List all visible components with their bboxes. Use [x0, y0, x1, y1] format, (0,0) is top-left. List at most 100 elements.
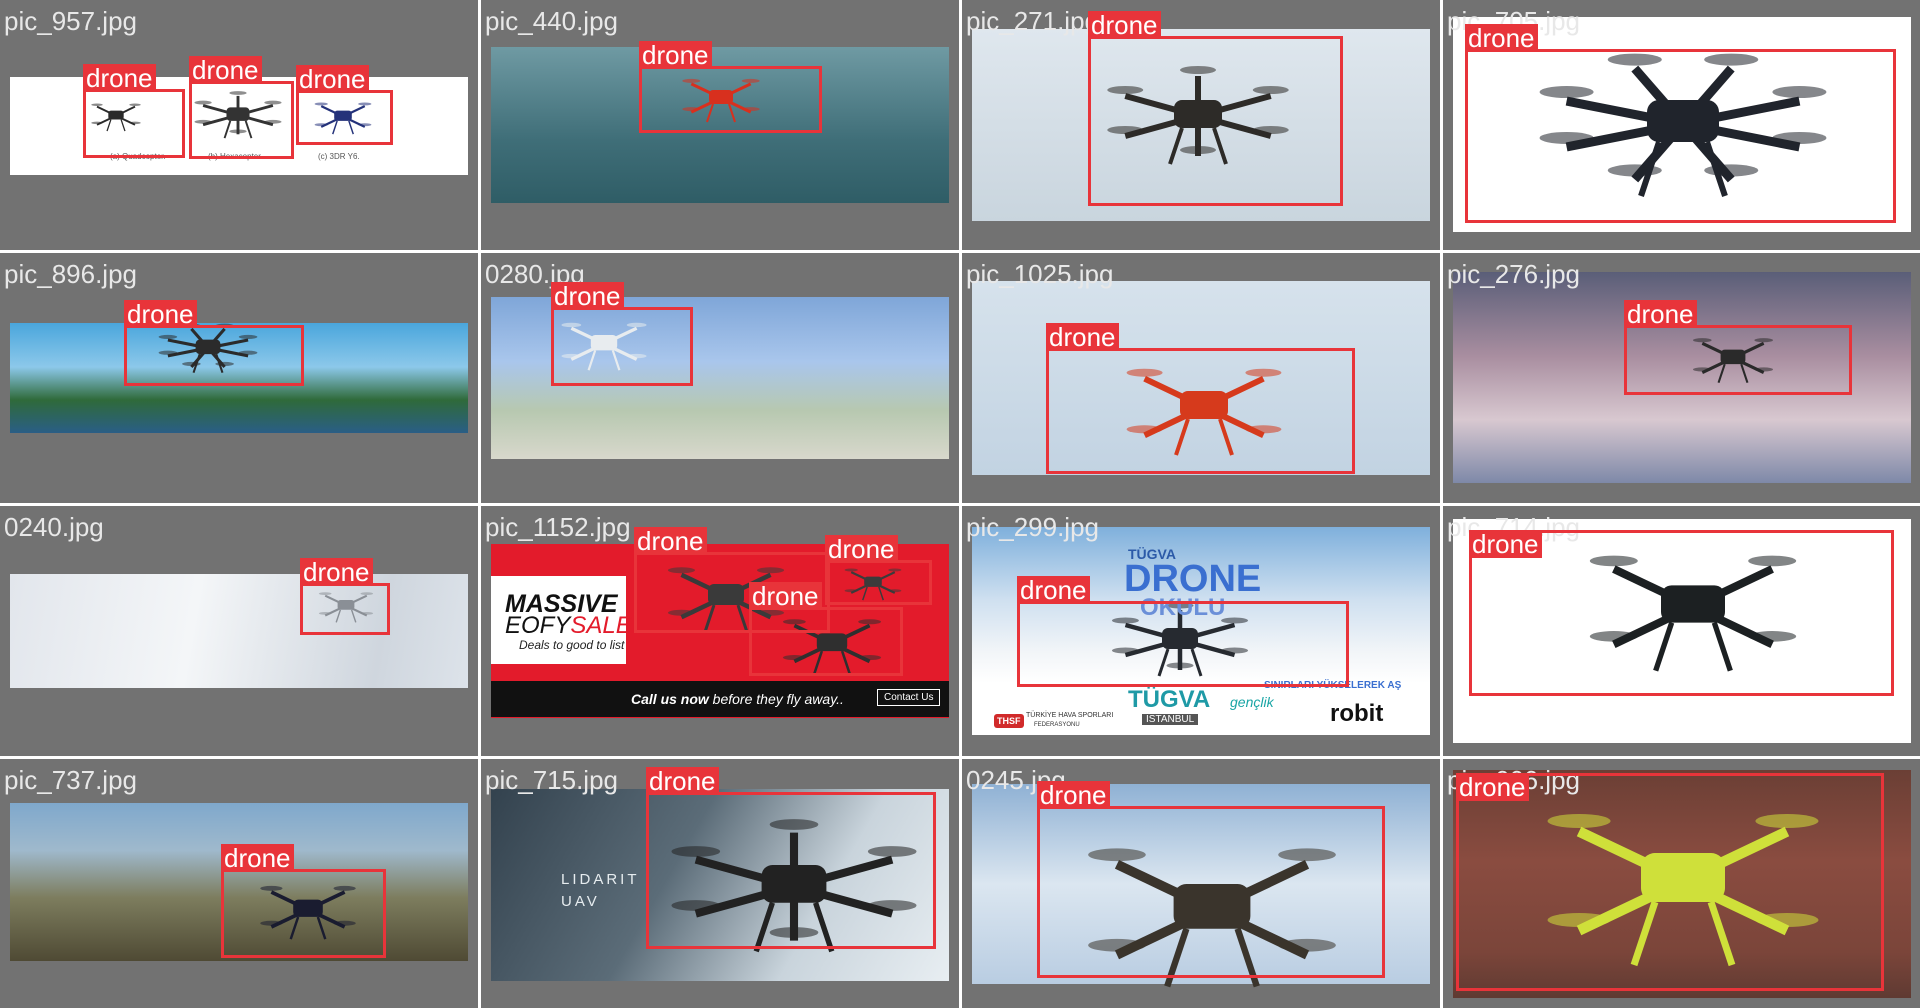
thsf-logo: THSF [994, 714, 1024, 728]
detection-label: drone [1037, 781, 1110, 809]
filename-label: 0240.jpg [4, 512, 104, 542]
drone-silhouette [1126, 368, 1282, 456]
filename-label: pic_271.jpg [966, 6, 1099, 36]
detection-box: drone [1469, 530, 1894, 696]
detection-box: drone [124, 300, 304, 386]
drone-silhouette [194, 91, 282, 139]
image-tile: pic_440.jpg drone [481, 0, 959, 250]
sale-line2-sale: SALE [570, 612, 632, 639]
detection-box: drone [1088, 11, 1343, 206]
drone-silhouette [682, 78, 760, 123]
image-tile: (a) Quadcopter. (b) Hexacopter. (c) 3DR Y6… [0, 0, 478, 250]
tugva-logo: TÜGVA [1128, 686, 1211, 713]
contact-us-button: Contact Us [877, 689, 941, 706]
filename-label: pic_896.jpg [4, 259, 137, 289]
tile-image [491, 47, 949, 203]
filename-label: pic_1152.jpg [485, 512, 631, 542]
detection-box: drone [639, 41, 822, 133]
drone-silhouette [318, 592, 374, 623]
detection-label: drone [639, 41, 712, 69]
image-tile: 0245.jpg drone [962, 759, 1440, 1008]
federation-line2: FEDERASYONU [1034, 722, 1080, 728]
sale-cta-rest: before they fly away.. [708, 691, 844, 707]
filename-label: pic_299.jpg [966, 512, 1099, 542]
drone-silhouette [1547, 814, 1819, 967]
detection-label: drone [296, 65, 369, 93]
detection-box: drone [83, 64, 185, 158]
drone-silhouette [667, 567, 785, 633]
drone-silhouette [1111, 602, 1249, 677]
detection-box: drone [634, 527, 830, 633]
tile-image [491, 789, 949, 981]
detection-label: drone [749, 582, 822, 610]
genclik-text: gençlik [1230, 694, 1274, 710]
detection-box: drone [221, 844, 386, 958]
detection-label: drone [1469, 530, 1542, 558]
figure-caption: (c) 3DR Y6. [318, 152, 360, 161]
detection-label: drone [1017, 576, 1090, 604]
detection-box: drone [1624, 300, 1852, 395]
drone-silhouette [844, 568, 902, 601]
tile-image [10, 574, 468, 688]
drone-silhouette [1589, 555, 1797, 672]
tile-image [10, 803, 468, 961]
okulu-title: OKULU [1140, 594, 1226, 621]
sale-line1: MASSIVE [505, 590, 618, 618]
drone-silhouette [671, 819, 917, 953]
detection-label: drone [634, 527, 707, 555]
detection-label: drone [189, 56, 262, 84]
detection-box: drone [646, 767, 936, 949]
detection-box: drone [825, 535, 932, 605]
tugva-brand: TÜGVA [1128, 546, 1176, 562]
drone-silhouette [91, 103, 141, 132]
detection-label: drone [551, 282, 624, 310]
drone-silhouette [561, 322, 647, 371]
sale-dark-stripe [491, 681, 949, 717]
detection-box: drone [1037, 781, 1385, 978]
filename-label: pic_737.jpg [4, 765, 137, 795]
image-tile: pic_276.jpg drone [1443, 253, 1920, 503]
tile-image [972, 527, 1430, 735]
image-tile: pic_271.jpg drone [962, 0, 1440, 250]
detection-label: drone [646, 767, 719, 795]
detection-box: drone [300, 558, 390, 635]
image-tile: pic_714.jpg drone [1443, 506, 1920, 756]
detection-label: drone [221, 844, 294, 872]
drone-silhouette [782, 619, 882, 675]
sale-panel [491, 576, 626, 664]
overlay-line1: LIDARIT [561, 871, 640, 888]
tugva-city: İSTANBUL [1142, 714, 1199, 725]
detection-box: drone [551, 282, 693, 386]
detection-box: drone [296, 65, 393, 145]
detection-box: drone [189, 56, 294, 159]
sale-line2: EOFYSALE [505, 612, 632, 640]
drone-silhouette [1539, 53, 1827, 197]
image-tile: 0240.jpg drone [0, 506, 478, 756]
detection-label: drone [1624, 300, 1697, 328]
detection-label: drone [1465, 24, 1538, 52]
drone-silhouette [260, 885, 356, 940]
image-tile: 0280.jpg drone [481, 253, 959, 503]
detection-box: drone [1017, 576, 1349, 687]
sale-cta-bold: Call us now [631, 691, 709, 707]
robit-logo: robit [1330, 700, 1384, 727]
sale-cta: Call us now before they fly away.. [631, 691, 844, 707]
federation-line1: TÜRKİYE HAVA SPORLARI [1026, 712, 1114, 719]
detection-label: drone [1046, 323, 1119, 351]
detection-label: drone [825, 535, 898, 563]
detection-box: drone [749, 582, 903, 676]
image-tile: LIDARIT UAV pic_715.jpg drone [481, 759, 959, 1008]
detection-label: drone [1088, 11, 1161, 39]
overlay-line2: UAV [561, 893, 600, 910]
drone-title: DRONE [1124, 558, 1262, 600]
detection-label: drone [124, 300, 197, 328]
drone-silhouette [1107, 66, 1289, 165]
filename-label: pic_1025.jpg [966, 259, 1114, 289]
image-tile: TÜGVA DRONE OKULU SINIRLARI YÜKSELEREK AŞ TH… [962, 506, 1440, 756]
drone-silhouette [314, 102, 372, 135]
